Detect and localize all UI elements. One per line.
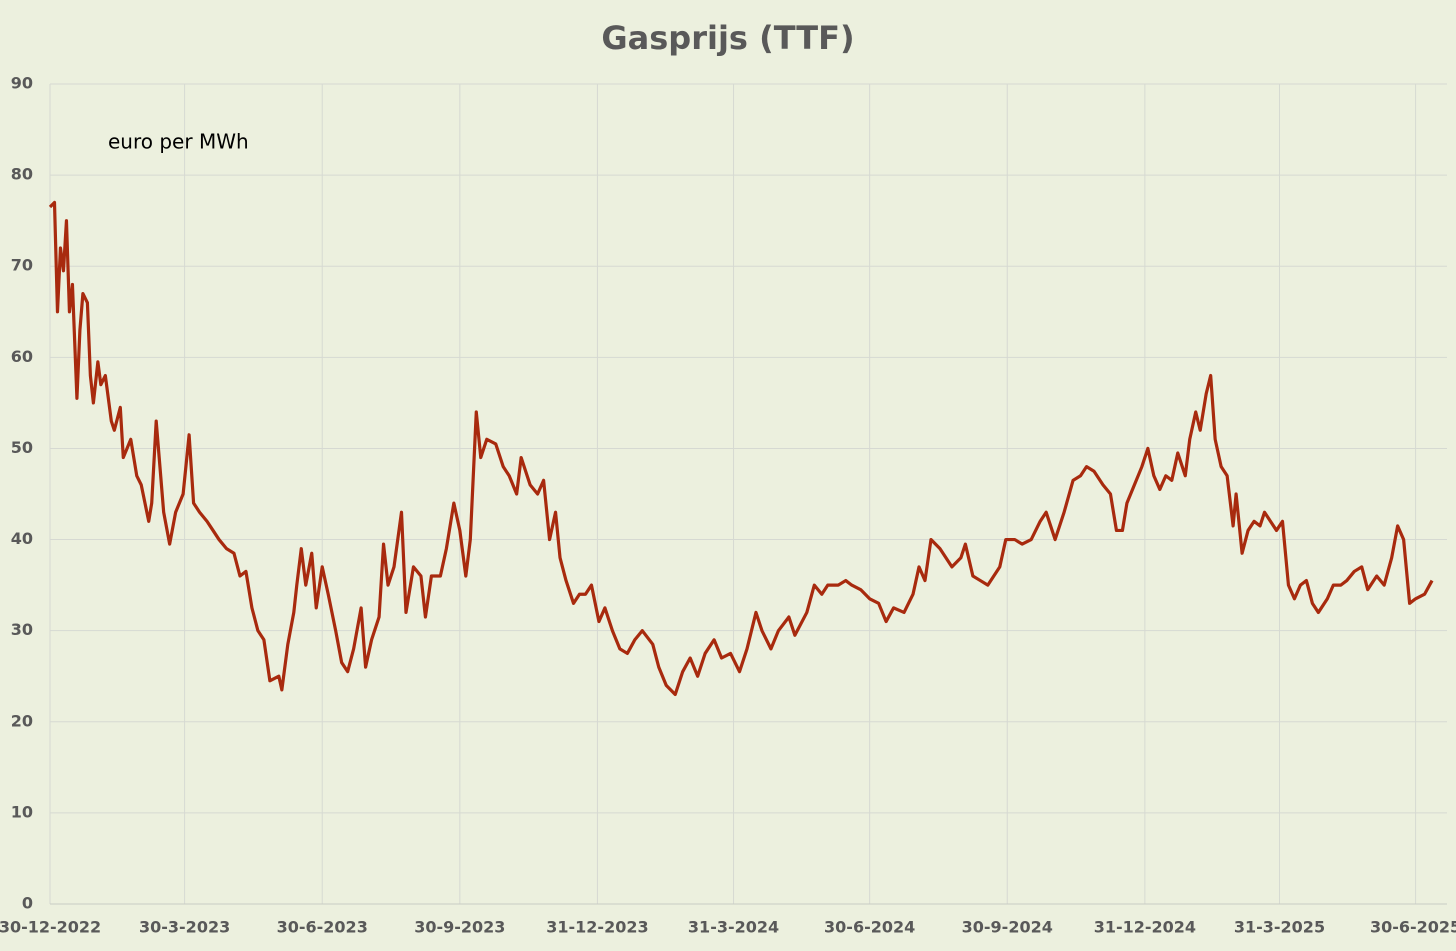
y-tick-label: 50 [11,438,33,457]
x-tick-label: 30-6-2023 [277,918,368,937]
tick-labels: 0 10 20 30 40 50 60 70 80 90 30-12-2022 30-3-2023 30… [0,74,1456,937]
y-tick-label: 40 [11,529,33,548]
y-tick-label: 80 [11,165,33,184]
series [48,200,1434,697]
x-tick-label: 30-9-2024 [962,918,1053,937]
grid [49,83,1447,905]
x-tick-label: 31-12-2023 [546,918,648,937]
chart-title: Gasprijs (TTF) [601,19,854,57]
y-tick-label: 70 [11,256,33,275]
price-line [48,200,1434,697]
y-tick-label: 30 [11,620,33,639]
annotation: euro per MWh [108,130,249,154]
x-tick-label: 31-12-2024 [1094,918,1196,937]
x-tick-label: 30-6-2024 [824,918,915,937]
x-tick-label: 30-3-2023 [139,918,230,937]
y-tick-label: 0 [22,894,33,913]
y-tick-label: 60 [11,347,33,366]
x-tick-label: 30-6-2025 [1370,918,1456,937]
x-tick-label: 31-3-2025 [1234,918,1325,937]
y-tick-label: 10 [11,802,33,821]
y-tick-label: 20 [11,711,33,730]
x-tick-label: 31-3-2024 [688,918,779,937]
y-tick-label: 90 [11,74,33,93]
x-tick-label: 30-12-2022 [0,918,101,937]
x-tick-label: 30-9-2023 [414,918,505,937]
